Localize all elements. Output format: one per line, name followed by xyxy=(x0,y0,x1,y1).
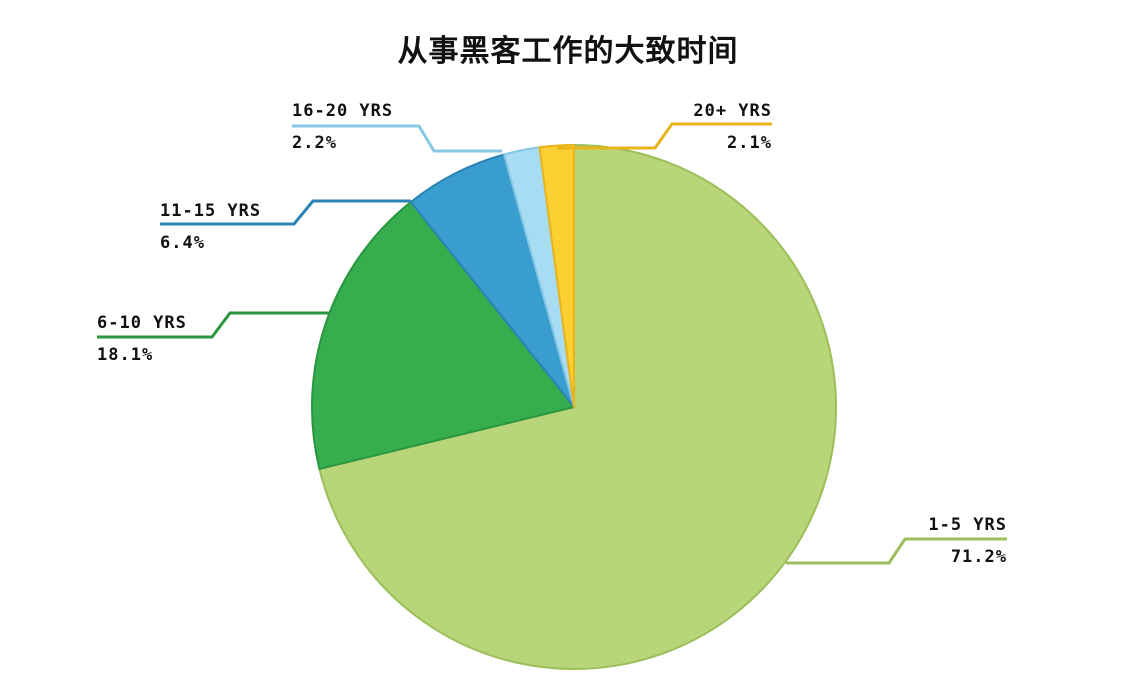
leader-line-3 xyxy=(292,124,502,153)
leader-line-1 xyxy=(97,311,330,339)
slice-value-label: 2.1% xyxy=(727,133,772,153)
slice-label: 16-20 YRS xyxy=(292,101,393,121)
slice-value-label: 6.4% xyxy=(160,233,205,253)
slice-label: 11-15 YRS xyxy=(160,201,261,221)
slice-value-label: 71.2% xyxy=(951,547,1007,567)
leader-line-0 xyxy=(786,537,1007,565)
chart-title: 从事黑客工作的大致时间 xyxy=(397,34,739,69)
slice-label: 1-5 YRS xyxy=(928,515,1007,535)
slice-label: 6-10 YRS xyxy=(97,313,187,333)
slice-value-label: 2.2% xyxy=(292,133,337,153)
pie-slice-6-10-yrs xyxy=(311,201,575,470)
leader-line-4 xyxy=(557,122,772,150)
pie-slice-1-5-yrs xyxy=(318,144,837,670)
slice-value-label: 18.1% xyxy=(97,345,153,365)
leader-line-2 xyxy=(160,199,411,226)
slice-label: 20+ YRS xyxy=(693,101,772,121)
pie-slice-20-yrs xyxy=(538,144,575,408)
